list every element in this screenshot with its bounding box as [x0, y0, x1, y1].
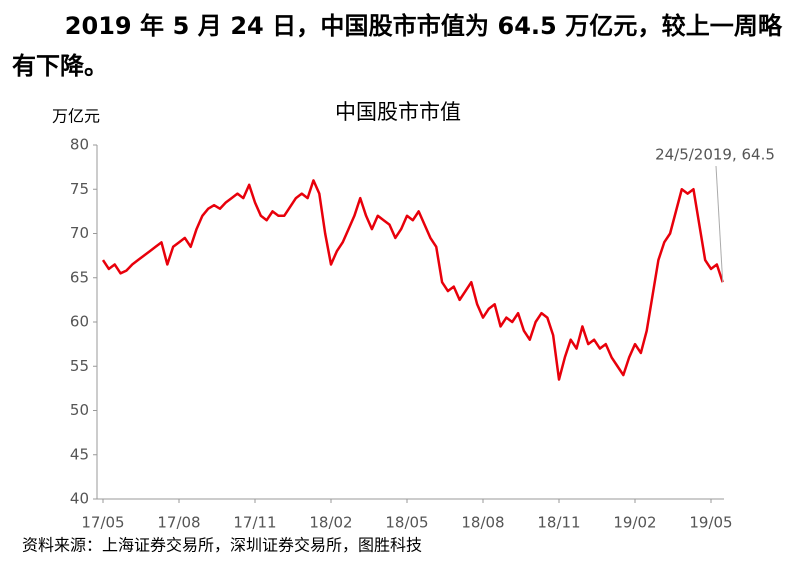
x-tick-label: 17/05 — [81, 514, 124, 532]
y-tick-label: 55 — [70, 357, 89, 375]
y-tick-label: 40 — [70, 490, 89, 508]
y-tick-label: 70 — [70, 224, 89, 242]
y-tick-label: 50 — [70, 401, 89, 419]
annotation: 24/5/2019, 64.5 — [655, 146, 775, 164]
y-axis-label: 万亿元 — [52, 107, 100, 126]
y-tick-label: 80 — [70, 136, 89, 154]
x-tick-label: 18/02 — [309, 514, 352, 532]
y-tick-label: 60 — [70, 313, 89, 331]
x-tick-label: 18/05 — [385, 514, 428, 532]
x-tick-label: 19/05 — [689, 514, 732, 532]
y-tick-label: 65 — [70, 268, 89, 286]
x-tick-label: 18/11 — [537, 514, 580, 532]
source: 资料来源：上海证券交易所，深圳证券交易所，图胜科技 — [22, 536, 422, 555]
line — [101, 179, 724, 381]
x-tick-label: 18/08 — [461, 514, 504, 532]
x-tick-label: 17/08 — [157, 514, 200, 532]
chart-title: 中国股市市值 — [335, 100, 461, 124]
annotation-leader — [715, 165, 724, 283]
y-tick-label: 75 — [70, 180, 89, 198]
headline: 2019 年 5 月 24 日，中国股市市值为 64.5 万亿元，较上一周略有下… — [12, 12, 782, 80]
x-tick-label: 19/02 — [613, 514, 656, 532]
x-tick-label: 17/11 — [233, 514, 276, 532]
y-tick-label: 45 — [70, 445, 89, 463]
